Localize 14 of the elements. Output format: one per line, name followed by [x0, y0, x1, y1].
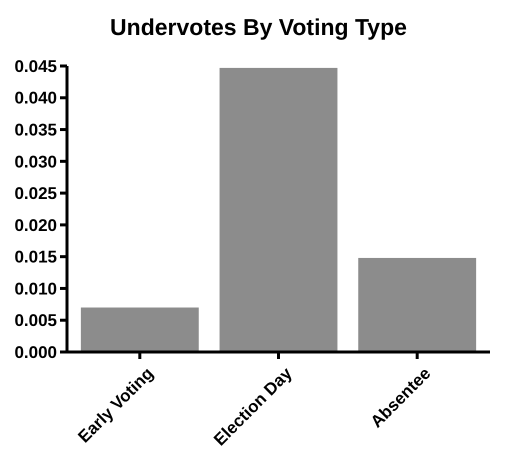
bar — [358, 258, 476, 352]
y-tick-label: 0.035 — [14, 120, 57, 140]
bar — [220, 68, 338, 352]
y-tick-label: 0.020 — [14, 216, 57, 235]
y-tick-label: 0.025 — [14, 184, 57, 204]
y-tick-label: 0.000 — [14, 342, 57, 362]
y-tick-label: 0.005 — [14, 311, 57, 330]
y-tick-label: 0.040 — [14, 88, 57, 108]
y-tick-label: 0.010 — [14, 279, 57, 298]
y-tick-label: 0.030 — [14, 152, 57, 172]
bar — [80, 308, 199, 352]
y-tick-label: 0.045 — [14, 56, 57, 76]
chart-title: Undervotes By Voting Type — [110, 14, 407, 40]
y-tick-label: 0.015 — [14, 248, 57, 267]
